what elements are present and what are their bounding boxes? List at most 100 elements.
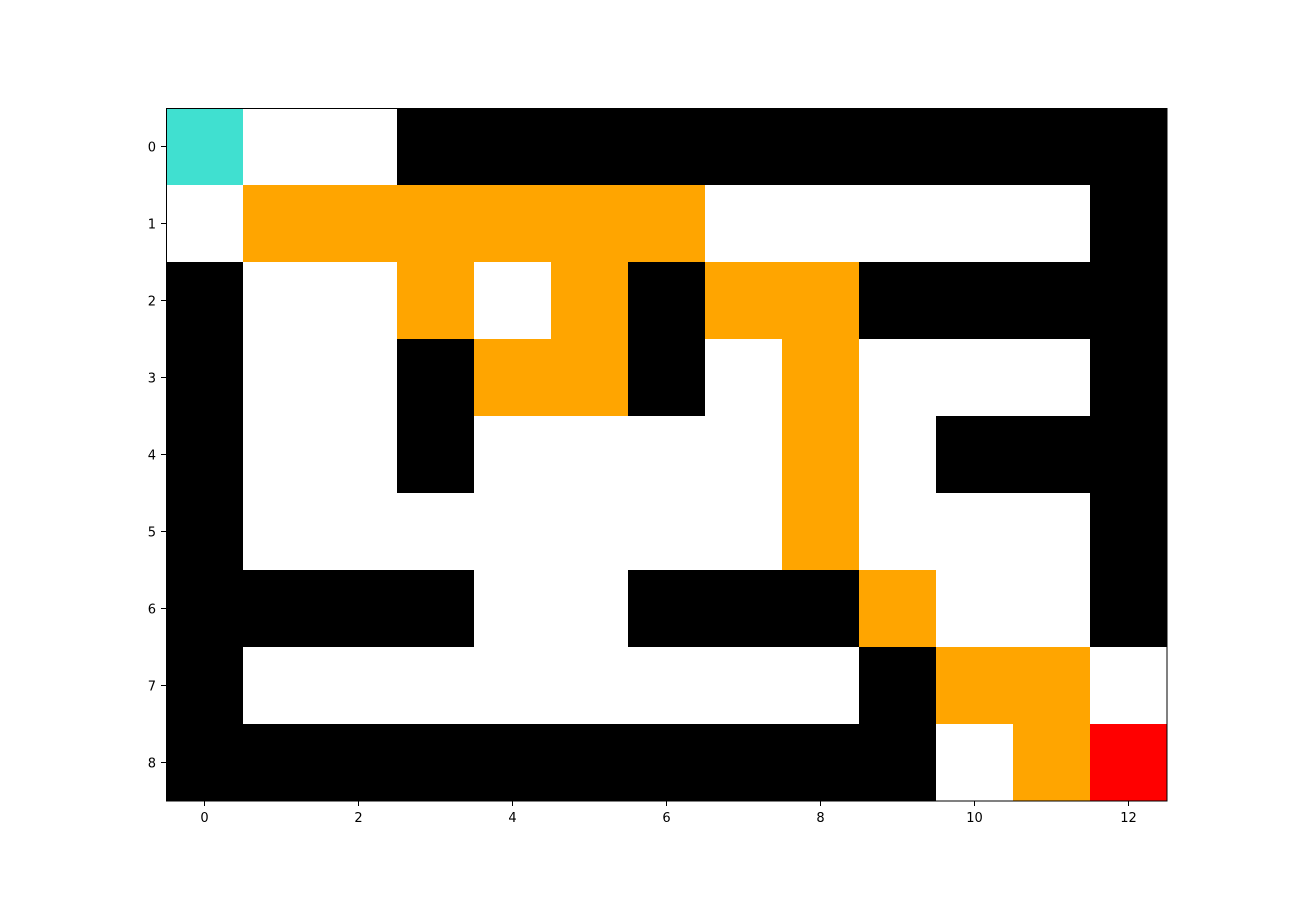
wall-cell (1013, 262, 1091, 340)
open-cell (320, 339, 398, 417)
open-cell (551, 416, 629, 494)
x-tick-label: 6 (662, 811, 670, 826)
wall-cell (936, 108, 1014, 186)
y-tick-label: 6 (148, 603, 156, 618)
maze-grid (166, 108, 1168, 802)
open-cell (705, 339, 783, 417)
wall-cell (474, 108, 552, 186)
wall-cell (243, 570, 321, 648)
wall-cell (551, 108, 629, 186)
path-cell (628, 185, 706, 263)
wall-cell (628, 339, 706, 417)
wall-cell (1090, 416, 1168, 494)
wall-cell (474, 724, 552, 802)
y-tick-label: 3 (148, 372, 156, 387)
path-cell (859, 570, 937, 648)
open-cell (397, 493, 475, 571)
open-cell (243, 108, 321, 186)
wall-cell (705, 570, 783, 648)
wall-cell (1090, 262, 1168, 340)
open-cell (936, 185, 1014, 263)
wall-cell (1090, 108, 1168, 186)
x-tick-label: 12 (1120, 811, 1137, 826)
open-cell (1013, 570, 1091, 648)
wall-cell (936, 262, 1014, 340)
open-cell (243, 262, 321, 340)
open-cell (243, 339, 321, 417)
open-cell (859, 339, 937, 417)
open-cell (243, 493, 321, 571)
path-cell (397, 262, 475, 340)
wall-cell (1013, 416, 1091, 494)
open-cell (551, 493, 629, 571)
path-cell (474, 339, 552, 417)
wall-cell (166, 262, 244, 340)
x-tick-label: 8 (816, 811, 824, 826)
x-axis: 0 2 4 6 8 10 12 (200, 801, 1137, 826)
wall-cell (628, 262, 706, 340)
open-cell (705, 185, 783, 263)
path-cell (243, 185, 321, 263)
wall-cell (859, 262, 937, 340)
open-cell (320, 416, 398, 494)
y-tick-label: 0 (148, 141, 156, 156)
path-cell (474, 185, 552, 263)
open-cell (859, 185, 937, 263)
path-cell (1013, 647, 1091, 725)
open-cell (474, 570, 552, 648)
wall-cell (859, 647, 937, 725)
x-tick-label: 2 (354, 811, 362, 826)
open-cell (551, 570, 629, 648)
open-cell (474, 416, 552, 494)
path-cell (551, 262, 629, 340)
open-cell (705, 493, 783, 571)
wall-cell (1090, 570, 1168, 648)
wall-cell (859, 108, 937, 186)
open-cell (397, 647, 475, 725)
open-cell (936, 570, 1014, 648)
wall-cell (166, 724, 244, 802)
wall-cell (705, 108, 783, 186)
open-cell (320, 647, 398, 725)
y-tick-label: 1 (148, 218, 156, 233)
open-cell (1013, 493, 1091, 571)
wall-cell (705, 724, 783, 802)
open-cell (1013, 339, 1091, 417)
path-cell (782, 262, 860, 340)
open-cell (705, 647, 783, 725)
wall-cell (397, 339, 475, 417)
open-cell (782, 647, 860, 725)
open-cell (1013, 185, 1091, 263)
wall-cell (551, 724, 629, 802)
wall-cell (320, 724, 398, 802)
wall-cell (166, 570, 244, 648)
path-cell (705, 262, 783, 340)
y-tick-label: 5 (148, 526, 156, 541)
open-cell (474, 493, 552, 571)
wall-cell (628, 570, 706, 648)
open-cell (320, 108, 398, 186)
open-cell (320, 262, 398, 340)
wall-cell (397, 570, 475, 648)
wall-cell (1090, 493, 1168, 571)
open-cell (628, 493, 706, 571)
wall-cell (320, 570, 398, 648)
x-tick-label: 0 (200, 811, 208, 826)
wall-cell (397, 724, 475, 802)
wall-cell (397, 108, 475, 186)
path-cell (782, 493, 860, 571)
start-cell (166, 108, 244, 186)
wall-cell (1013, 108, 1091, 186)
open-cell (705, 416, 783, 494)
open-cell (628, 647, 706, 725)
open-cell (474, 262, 552, 340)
wall-cell (166, 339, 244, 417)
open-cell (936, 339, 1014, 417)
wall-cell (397, 416, 475, 494)
wall-cell (782, 724, 860, 802)
open-cell (859, 416, 937, 494)
path-cell (397, 185, 475, 263)
open-cell (474, 647, 552, 725)
x-tick-label: 10 (966, 811, 983, 826)
